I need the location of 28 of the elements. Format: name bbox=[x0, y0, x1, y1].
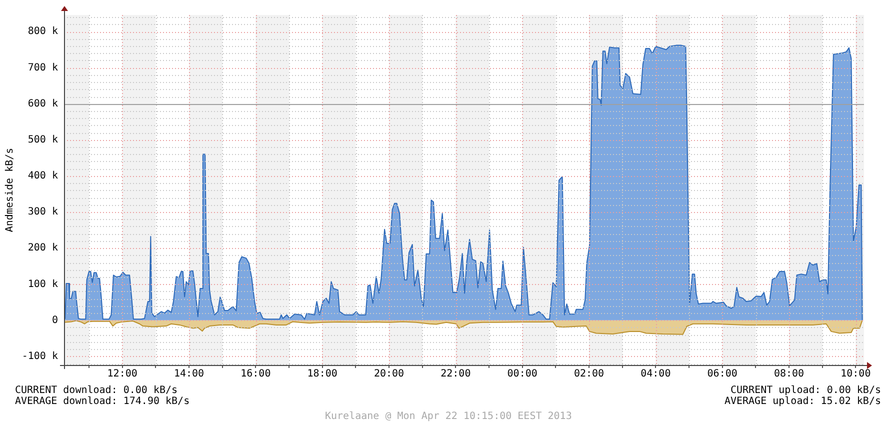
text: Kurelaane @ Mon Apr 22 10:15:00 EEST 2013 bbox=[325, 411, 572, 423]
x-tick-label: 12:00 bbox=[107, 368, 138, 380]
x-tick-label: 22:00 bbox=[440, 368, 471, 380]
text: CURRENT download: 0.00 kB/s bbox=[15, 385, 178, 396]
x-tick-label: 08:00 bbox=[774, 368, 804, 380]
text: CURRENT upload: 0.00 kB/s bbox=[730, 385, 881, 396]
y-tick-label: 0 bbox=[52, 314, 58, 326]
x-tick-label: 04:00 bbox=[640, 368, 671, 380]
y-tick-label: 300 k bbox=[28, 206, 58, 218]
x-tick-label: 00:00 bbox=[507, 368, 538, 380]
y-tick-label: 700 k bbox=[28, 62, 58, 74]
x-tick-label: 18:00 bbox=[307, 368, 338, 380]
x-tick-label: 10:00 bbox=[840, 368, 871, 380]
x-tick-label: 20:00 bbox=[374, 368, 404, 380]
x-tick-label: 02:00 bbox=[574, 368, 604, 380]
y-tick-label: 200 k bbox=[28, 242, 58, 254]
y-tick-label: -100 k bbox=[22, 350, 58, 362]
x-tick-label: 06:00 bbox=[707, 368, 738, 380]
text: AVERAGE upload: 15.02 kB/s bbox=[724, 396, 881, 408]
y-axis-title: Andmeside kB/s bbox=[4, 148, 16, 232]
y-tick-label: 100 k bbox=[28, 278, 58, 290]
y-tick-label: 800 k bbox=[28, 26, 58, 38]
text: AVERAGE download: 174.90 kB/s bbox=[15, 396, 190, 408]
x-tick-label: 16:00 bbox=[240, 368, 271, 380]
y-tick-label: 500 k bbox=[28, 134, 58, 146]
x-tick-label: 14:00 bbox=[174, 368, 204, 380]
y-tick-label: 600 k bbox=[28, 98, 58, 110]
y-tick-label: 400 k bbox=[28, 170, 58, 182]
